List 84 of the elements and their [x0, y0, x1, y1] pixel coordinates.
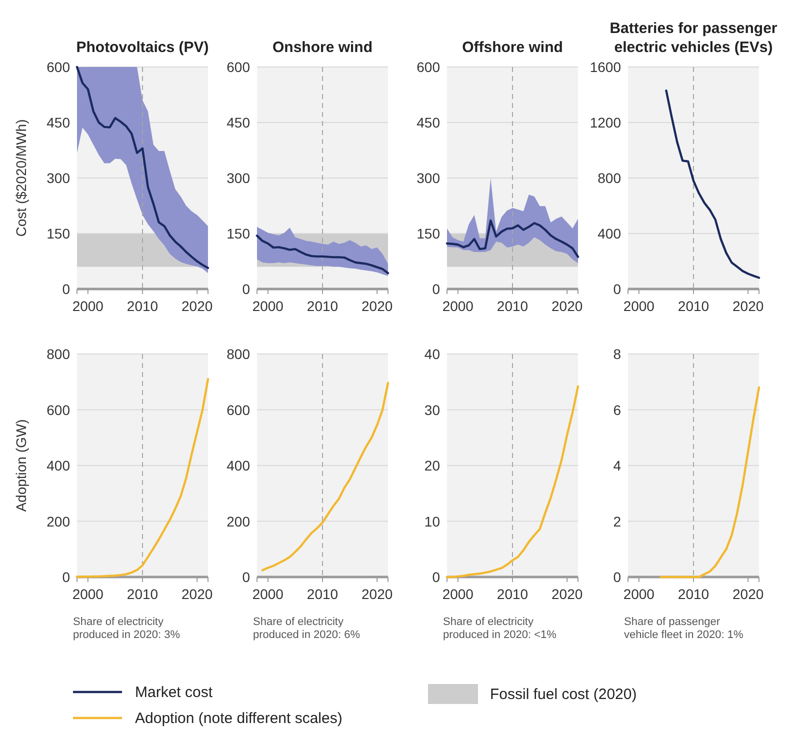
- y-tick-label: 450: [416, 114, 440, 130]
- text: Share of electricity produced in 2020: 3%: [73, 616, 180, 641]
- y-tick-label: 10: [424, 513, 440, 530]
- x-tick-label: 2010: [678, 586, 710, 602]
- y-tick-label: 0: [62, 281, 70, 297]
- line-series: [665, 89, 760, 279]
- y-tick-label: 450: [46, 114, 70, 130]
- y-tick-label: 0: [613, 281, 622, 297]
- y-tick-label: 0: [242, 569, 250, 585]
- chart-title: Photovoltaics (PV): [76, 39, 209, 56]
- x-tick-label: 2010: [678, 298, 710, 314]
- y-tick-label: 300: [226, 170, 250, 186]
- x-tick-label: 2020: [182, 586, 213, 602]
- y-tick-label: 0: [432, 569, 440, 585]
- x-tick-label: 2020: [362, 298, 393, 314]
- y-tick-label: 0: [432, 281, 440, 297]
- y-tick-label: 4: [613, 458, 622, 474]
- x-tick-label: 2000: [252, 298, 284, 314]
- x-tick-label: 2020: [182, 298, 213, 314]
- y-tick-label: 0: [613, 569, 622, 585]
- x-tick-label: 2010: [306, 298, 338, 314]
- legend-label: Adoption (note different scales): [135, 710, 342, 727]
- x-tick-label: 2000: [252, 586, 284, 602]
- y-axis-title: Cost ($2020/MWh): [13, 119, 29, 237]
- y-tick-label: 800: [226, 346, 250, 362]
- y-tick-label: 8: [613, 346, 622, 362]
- x-tick-label: 2000: [623, 298, 655, 314]
- x-tick-label: 2000: [623, 586, 655, 602]
- y-tick-label: 20: [424, 458, 440, 474]
- y-tick-label: 200: [226, 513, 250, 530]
- y-tick-label: 150: [46, 226, 70, 242]
- chart-title: Batteries for passenger electric vehicles (EVs): [610, 20, 778, 56]
- y-tick-label: 600: [226, 402, 250, 418]
- y-tick-label: 800: [598, 170, 622, 186]
- legend-label: Market cost: [135, 684, 214, 701]
- line-series: [446, 219, 580, 258]
- x-tick-label: 2010: [126, 298, 158, 314]
- x-tick-label: 2010: [306, 586, 338, 602]
- y-tick-label: 150: [416, 226, 440, 242]
- x-tick-label: 2020: [732, 298, 764, 314]
- y-tick-label: 300: [416, 170, 440, 186]
- y-tick-label: 600: [46, 402, 70, 418]
- y-axis-title: Adoption (GW): [13, 419, 29, 512]
- y-tick-label: 400: [598, 226, 622, 242]
- y-tick-label: 600: [416, 59, 440, 75]
- x-tick-label: 2010: [496, 586, 528, 602]
- y-tick-label: 40: [424, 346, 440, 362]
- chart-title: Offshore wind: [462, 39, 563, 56]
- y-tick-label: 400: [226, 458, 250, 474]
- y-tick-label: 800: [46, 346, 70, 362]
- x-tick-label: 2010: [496, 298, 528, 314]
- y-tick-label: 600: [46, 59, 70, 75]
- y-tick-label: 30: [424, 402, 440, 418]
- text: Share of electricity produced in 2020: <1%: [443, 616, 557, 641]
- y-tick-label: 450: [226, 114, 250, 130]
- x-tick-label: 2020: [362, 586, 393, 602]
- x-tick-label: 2000: [442, 298, 474, 314]
- text: Share of passenger vehicle fleet in 2020: 1%: [624, 616, 744, 641]
- x-tick-label: 2000: [72, 298, 104, 314]
- y-tick-label: 0: [62, 569, 70, 585]
- text: Share of electricity produced in 2020: 6%: [253, 616, 360, 641]
- line-series: [256, 234, 390, 274]
- chart-title: Onshore wind: [272, 39, 373, 56]
- x-tick-label: 2000: [72, 586, 104, 602]
- line-series: [446, 385, 580, 578]
- x-tick-label: 2020: [732, 586, 764, 602]
- x-tick-label: 2020: [552, 298, 583, 314]
- y-tick-label: 400: [46, 458, 70, 474]
- x-tick-label: 2000: [442, 586, 474, 602]
- y-tick-label: 2: [613, 513, 622, 530]
- y-tick-label: 0: [242, 281, 250, 297]
- y-tick-label: 1600: [590, 59, 622, 75]
- line-series: [76, 378, 210, 578]
- line-series: [261, 382, 390, 572]
- y-tick-label: 200: [46, 513, 70, 530]
- y-tick-label: 6: [613, 402, 622, 418]
- legend-label: Fossil fuel cost (2020): [490, 686, 637, 703]
- y-tick-label: 1200: [590, 114, 622, 130]
- y-tick-label: 150: [226, 226, 250, 242]
- y-tick-label: 600: [226, 59, 250, 75]
- x-tick-label: 2020: [552, 586, 583, 602]
- x-tick-label: 2010: [126, 586, 158, 602]
- y-tick-label: 300: [46, 170, 70, 186]
- line-series: [660, 386, 760, 578]
